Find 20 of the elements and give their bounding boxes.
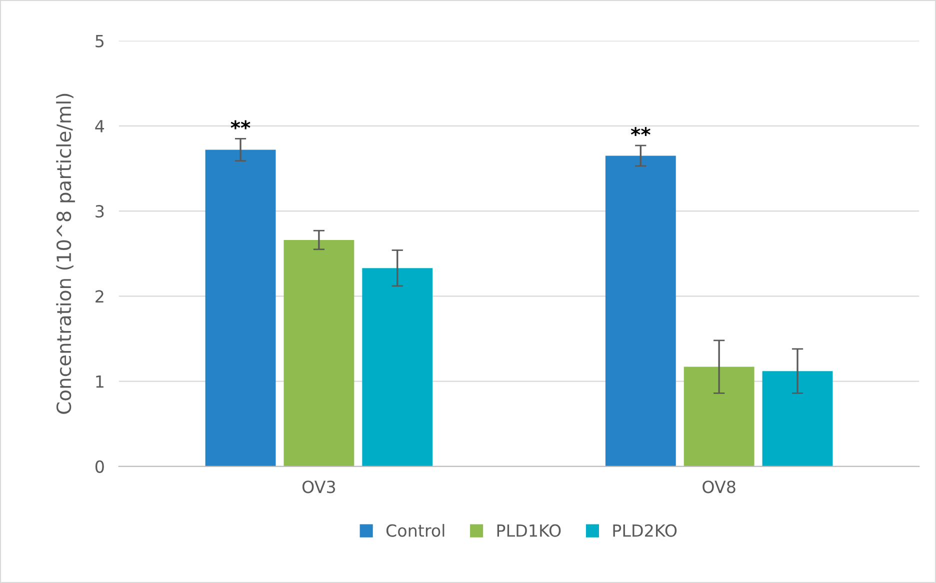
legend-label: Control [386, 524, 444, 537]
x-tick-label: OV3 [302, 480, 336, 494]
legend-label: PLD1KO [497, 524, 561, 537]
legend-label: PLD2KO [613, 524, 677, 537]
bar [284, 240, 354, 466]
y-tick-label: 5 [96, 34, 104, 48]
bar [362, 268, 433, 466]
y-tick-label: 0 [95, 460, 104, 473]
x-tick-label: OV8 [702, 480, 736, 494]
y-axis-title: Concentration (10^8 particle/ml) [56, 94, 75, 414]
y-tick-label: 1 [96, 375, 104, 388]
bar [762, 371, 833, 466]
y-tick-label: 4 [95, 120, 104, 132]
y-tick-label: 2 [96, 290, 104, 302]
y-tick-label: 3 [96, 205, 104, 218]
bar [605, 156, 676, 466]
annotation: ** [230, 120, 250, 130]
bar [684, 366, 754, 466]
bar [205, 150, 276, 466]
annotation: ** [630, 127, 650, 136]
